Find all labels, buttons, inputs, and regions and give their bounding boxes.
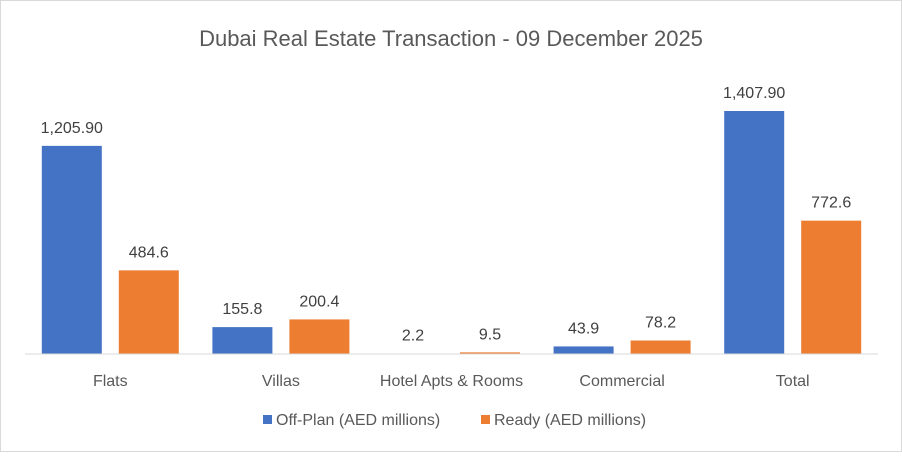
bar-ready	[631, 341, 691, 354]
legend-label: Off-Plan (AED millions)	[276, 412, 440, 429]
legend-swatch	[263, 415, 272, 424]
chart-title: Dubai Real Estate Transaction - 09 Decem…	[199, 26, 703, 51]
bar-off-plan	[724, 111, 784, 354]
legend-label: Ready (AED millions)	[494, 412, 646, 429]
bar-off-plan	[554, 346, 614, 354]
bar-off-plan	[42, 146, 102, 354]
bar-off-plan	[212, 327, 272, 354]
bar-ready	[801, 221, 861, 354]
legend-swatch	[481, 415, 490, 424]
bar-ready	[119, 270, 179, 354]
bar-ready	[289, 319, 349, 354]
x-tick-label: Total	[776, 373, 810, 390]
data-label: 1,205.90	[41, 120, 103, 137]
data-label: 155.8	[222, 301, 262, 318]
data-label: 772.6	[811, 195, 851, 212]
x-tick-label: Flats	[93, 373, 128, 390]
data-label: 1,407.90	[723, 85, 785, 102]
x-tick-label: Commercial	[579, 373, 664, 390]
data-label: 200.4	[299, 293, 339, 310]
data-label: 43.9	[568, 320, 599, 337]
data-label: 9.5	[479, 326, 501, 343]
data-label: 78.2	[645, 315, 676, 332]
x-tick-label: Villas	[262, 373, 300, 390]
x-tick-label: Hotel Apts & Rooms	[380, 373, 523, 390]
data-label: 2.2	[402, 328, 424, 345]
data-label: 484.6	[129, 244, 169, 261]
